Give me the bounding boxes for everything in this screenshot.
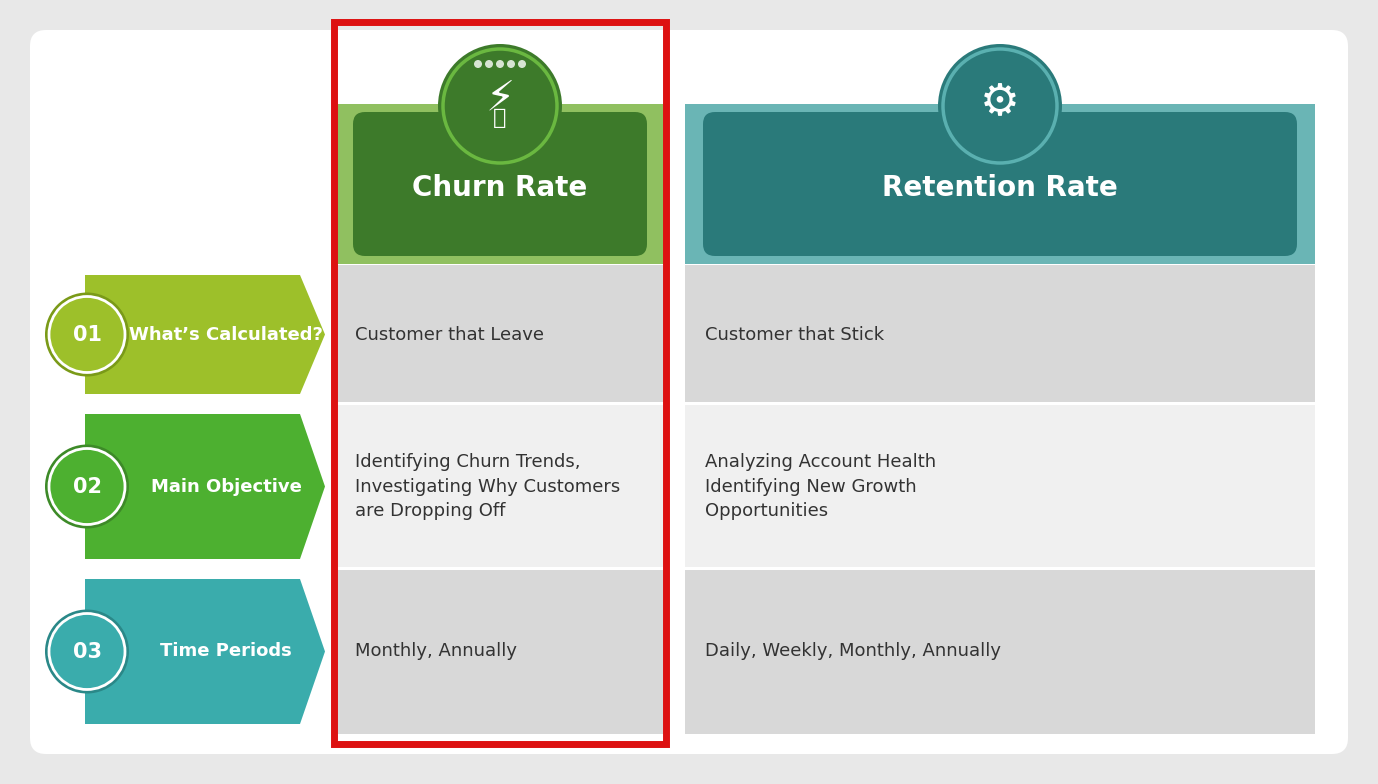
Circle shape [938, 44, 1062, 168]
Bar [685, 265, 1315, 404]
Circle shape [474, 60, 482, 68]
Bar [685, 402, 1315, 405]
Circle shape [45, 445, 130, 528]
Circle shape [50, 614, 125, 689]
Polygon shape [85, 579, 325, 724]
Circle shape [496, 60, 504, 68]
FancyBboxPatch shape [703, 112, 1297, 256]
Text: 02: 02 [73, 477, 102, 496]
Bar [685, 404, 1315, 569]
Bar [335, 402, 666, 405]
Circle shape [507, 60, 515, 68]
Text: ⚙: ⚙ [980, 81, 1020, 124]
Bar [335, 104, 666, 264]
Bar [666, 265, 685, 734]
Bar [333, 22, 666, 744]
Text: What’s Calculated?: What’s Calculated? [130, 325, 322, 343]
Bar [666, 104, 685, 264]
Circle shape [45, 609, 130, 694]
FancyBboxPatch shape [353, 112, 648, 256]
Bar [335, 569, 666, 734]
Circle shape [438, 44, 562, 168]
Bar [685, 569, 1315, 734]
Bar [335, 265, 666, 404]
Text: Retention Rate: Retention Rate [882, 174, 1118, 202]
FancyBboxPatch shape [30, 30, 1348, 754]
Polygon shape [85, 414, 325, 559]
Text: Churn Rate: Churn Rate [412, 174, 587, 202]
Circle shape [485, 60, 493, 68]
Bar [335, 404, 666, 569]
Text: Monthly, Annually: Monthly, Annually [356, 643, 517, 660]
Text: Customer that Leave: Customer that Leave [356, 325, 544, 343]
Text: Customer that Stick: Customer that Stick [706, 325, 885, 343]
Text: ⚡: ⚡ [485, 77, 514, 119]
Text: 01: 01 [73, 325, 102, 344]
Circle shape [45, 292, 130, 376]
Polygon shape [85, 275, 325, 394]
Text: Daily, Weekly, Monthly, Annually: Daily, Weekly, Monthly, Annually [706, 643, 1000, 660]
Bar [685, 567, 1315, 570]
Circle shape [518, 60, 526, 68]
Text: Time Periods: Time Periods [160, 643, 292, 660]
Bar [685, 104, 1315, 264]
Text: Identifying Churn Trends,
Investigating Why Customers
are Dropping Off: Identifying Churn Trends, Investigating … [356, 452, 620, 521]
Circle shape [50, 296, 125, 372]
Circle shape [50, 448, 125, 524]
Text: Main Objective: Main Objective [150, 477, 302, 495]
Bar [335, 567, 666, 570]
Text: 03: 03 [73, 641, 102, 662]
Text: Analyzing Account Health
Identifying New Growth
Opportunities: Analyzing Account Health Identifying New… [706, 452, 936, 521]
Text: ➕: ➕ [493, 108, 507, 128]
